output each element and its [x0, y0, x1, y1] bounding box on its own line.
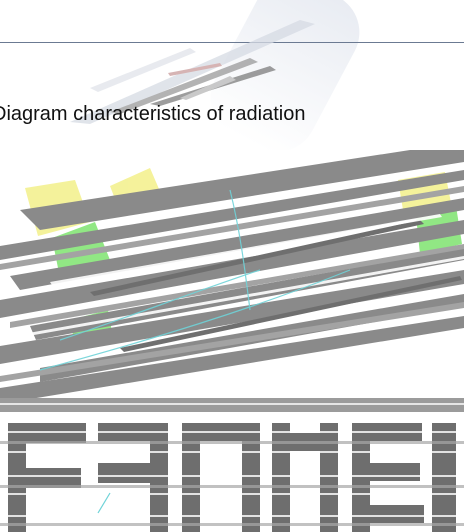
header-streaks: [70, 20, 315, 124]
top-divider: [0, 42, 464, 43]
logo-banner-image: [0, 423, 464, 532]
figure-caption: Diagram characteristics of radiation: [0, 103, 306, 125]
distorted-radiation-diagram-icon: [0, 150, 464, 412]
distorted-logo-icon: [0, 423, 464, 532]
radiation-diagram-image: [0, 150, 464, 412]
